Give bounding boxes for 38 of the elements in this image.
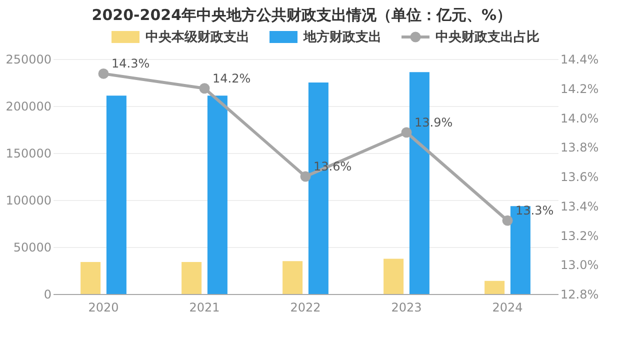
point (401, 127, 412, 138)
point (199, 83, 210, 94)
legend-label: 中央本级财政支出 (146, 30, 250, 45)
x-tick-label: 2020 (88, 300, 119, 314)
point (98, 68, 109, 79)
data-label: 14.2% (212, 71, 251, 86)
bar (484, 280, 505, 294)
point (502, 215, 513, 226)
y-tick-label: 150000 (6, 146, 52, 160)
y-tick-label: 100000 (6, 194, 52, 208)
legend-label: 地方财政支出 (302, 29, 382, 45)
data-label: 14.3% (112, 56, 150, 71)
bar (80, 262, 101, 294)
x-tick-label: 2023 (391, 300, 422, 314)
y-tick-label: 50000 (13, 240, 52, 254)
y2-tick-label: 13.8% (560, 140, 599, 155)
y2-tick-label: 13.0% (560, 258, 599, 272)
point (300, 171, 311, 182)
y2-tick-label: 14.0% (560, 111, 599, 126)
y-tick-label: 250000 (6, 52, 52, 66)
y2-tick-label: 13.6% (560, 170, 599, 184)
y-tick-label: 0 (44, 288, 52, 302)
bar (182, 262, 202, 294)
y2-tick-label: 12.8% (560, 288, 599, 302)
y2-tick-label: 14.2% (560, 82, 599, 96)
y2-tick-label: 13.2% (560, 228, 599, 243)
x-tick-label: 2022 (290, 300, 321, 314)
x-tick-label: 2024 (492, 300, 523, 314)
bar (207, 96, 228, 294)
chart-title: 2020-2024年中央地方公共财政支出情况（单位：亿元、%） (92, 6, 512, 24)
x-tick-label: 2021 (189, 300, 220, 314)
y-tick-label: 200000 (6, 100, 52, 114)
bar (106, 96, 126, 294)
y2-tick-label: 14.4% (560, 52, 599, 66)
bar (384, 258, 404, 294)
bar (282, 261, 303, 294)
legend-label: 中央财政支出占比 (436, 30, 540, 45)
y2-tick-label: 13.4% (560, 199, 599, 214)
